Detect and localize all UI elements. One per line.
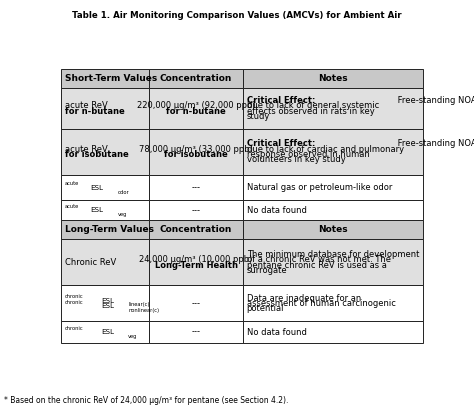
Text: Natural gas or petroleum-like odor: Natural gas or petroleum-like odor — [246, 183, 392, 192]
Bar — [243, 129, 423, 175]
Text: for n-butane: for n-butane — [166, 106, 226, 115]
Bar — [149, 129, 243, 175]
Text: chronic: chronic — [65, 326, 83, 330]
Text: No data found: No data found — [246, 328, 307, 337]
Text: assessment of human carcinogenic: assessment of human carcinogenic — [246, 299, 395, 308]
Bar — [61, 200, 149, 220]
Bar — [149, 322, 243, 343]
Text: Long-Term Health: Long-Term Health — [155, 260, 237, 270]
Text: due to lack of cardiac and pulmonary: due to lack of cardiac and pulmonary — [246, 145, 404, 154]
Text: Long-Term Values: Long-Term Values — [65, 225, 154, 234]
Text: chronic: chronic — [65, 299, 83, 305]
Text: The minimum database for development: The minimum database for development — [246, 250, 419, 259]
Text: study: study — [246, 112, 270, 121]
Text: for isobutane: for isobutane — [164, 150, 228, 159]
Text: Notes: Notes — [318, 74, 348, 83]
Bar — [149, 200, 243, 220]
Text: of a chronic ReV was not met. The: of a chronic ReV was not met. The — [246, 255, 391, 264]
Text: effects observed in rats in key: effects observed in rats in key — [246, 106, 374, 115]
Text: response observed in human: response observed in human — [246, 150, 369, 159]
Text: nonlinear(c): nonlinear(c) — [128, 308, 159, 313]
Text: due to lack of general systemic: due to lack of general systemic — [246, 101, 379, 110]
Text: acute ReV: acute ReV — [65, 101, 108, 110]
Bar — [61, 286, 149, 322]
Text: Free-standing NOAEL: Free-standing NOAEL — [395, 140, 474, 149]
Bar — [149, 286, 243, 322]
Text: surrogate: surrogate — [246, 266, 287, 275]
Bar — [149, 220, 243, 239]
Bar — [149, 175, 243, 200]
Text: pentane chronic ReV is used as a: pentane chronic ReV is used as a — [246, 260, 386, 270]
Text: linear(c): linear(c) — [128, 302, 149, 307]
Bar — [61, 175, 149, 200]
Text: volunteers in key study: volunteers in key study — [246, 155, 346, 164]
Text: acute: acute — [65, 181, 79, 186]
Bar — [61, 220, 149, 239]
Bar — [243, 220, 423, 239]
Text: odor: odor — [118, 190, 129, 195]
Text: ---: --- — [191, 299, 201, 308]
Text: No data found: No data found — [246, 206, 307, 215]
Text: acute: acute — [65, 204, 79, 209]
Bar — [61, 88, 149, 129]
Text: ESL: ESL — [101, 297, 114, 304]
Text: potential: potential — [246, 304, 284, 313]
Text: Notes: Notes — [318, 225, 348, 234]
Bar — [61, 322, 149, 343]
Text: for isobutane: for isobutane — [65, 150, 128, 159]
Text: Concentration: Concentration — [160, 74, 232, 83]
Text: * Based on the chronic ReV of 24,000 μg/m³ for pentane (see Section 4.2).: * Based on the chronic ReV of 24,000 μg/… — [4, 396, 288, 405]
Text: 78,000 μg/m³ (33,000 ppb): 78,000 μg/m³ (33,000 ppb) — [139, 145, 253, 154]
Text: Chronic ReV: Chronic ReV — [65, 258, 116, 267]
Text: Short-Term Values: Short-Term Values — [65, 74, 157, 83]
Bar — [243, 322, 423, 343]
Text: for n-butane: for n-butane — [65, 106, 125, 115]
Bar — [243, 175, 423, 200]
Text: Concentration: Concentration — [160, 225, 232, 234]
Bar — [243, 88, 423, 129]
Text: ---: --- — [191, 183, 201, 192]
Text: ESL: ESL — [101, 303, 114, 309]
Text: Free-standing NOAEL: Free-standing NOAEL — [395, 96, 474, 105]
Text: acute ReV: acute ReV — [65, 145, 108, 154]
Text: Data are inadequate for an: Data are inadequate for an — [246, 294, 361, 303]
Text: Critical Effect:: Critical Effect: — [246, 96, 315, 105]
Bar — [61, 69, 149, 88]
Bar — [243, 200, 423, 220]
Text: Critical Effect:: Critical Effect: — [246, 140, 315, 149]
Text: 24,000 μg/m³ (10,000 ppb): 24,000 μg/m³ (10,000 ppb) — [139, 255, 253, 264]
Text: ESL: ESL — [101, 329, 114, 335]
Text: veg: veg — [128, 334, 137, 339]
Text: ---: --- — [191, 206, 201, 215]
Text: 220,000 μg/m³ (92,000 ppb): 220,000 μg/m³ (92,000 ppb) — [137, 101, 255, 110]
Bar — [149, 88, 243, 129]
Bar — [243, 239, 423, 286]
Bar — [149, 239, 243, 286]
Bar — [243, 286, 423, 322]
Text: chronic: chronic — [65, 294, 83, 299]
Bar — [149, 69, 243, 88]
Text: ESL: ESL — [91, 207, 104, 213]
Text: Table 1. Air Monitoring Comparison Values (AMCVs) for Ambient Air: Table 1. Air Monitoring Comparison Value… — [72, 11, 402, 20]
Bar — [61, 129, 149, 175]
Text: ---: --- — [191, 328, 201, 337]
Bar — [243, 69, 423, 88]
Text: veg: veg — [118, 213, 127, 217]
Bar — [61, 239, 149, 286]
Text: ESL: ESL — [91, 184, 104, 191]
